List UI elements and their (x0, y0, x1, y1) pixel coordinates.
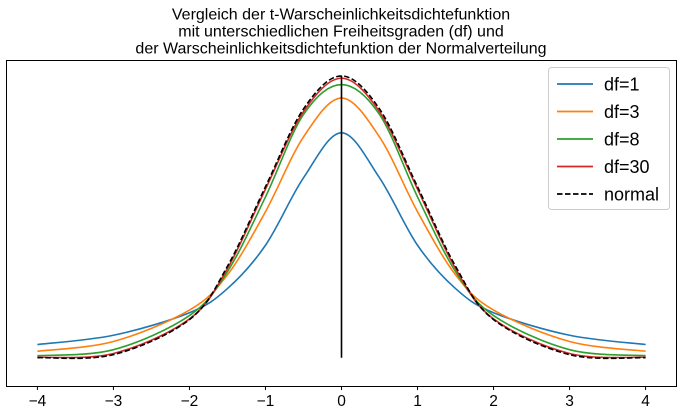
legend: df=1 df=3 df=8 df=30 normal (548, 67, 670, 210)
x-tick-label: −3 (105, 393, 123, 410)
legend-label-df-8: df=8 (604, 130, 640, 150)
x-tick-label: −2 (181, 393, 199, 410)
chart-title-line-2: mit unterschiedlichen Freiheitsgraden (d… (178, 24, 504, 41)
x-axis: −4 −3 −2 −1 0 1 2 3 4 (29, 386, 650, 410)
chart-title-line-3: der Warscheinlichkeitsdichtefunktion der… (135, 41, 546, 58)
legend-label-df-3: df=3 (604, 102, 640, 122)
x-tick-label: −1 (257, 393, 275, 410)
x-tick-label: 1 (413, 393, 422, 410)
legend-items: df=1 df=3 df=8 df=30 normal (557, 75, 659, 205)
legend-box (548, 67, 670, 210)
chart-title: Vergleich der t-Warscheinlichkeitsdichte… (135, 7, 546, 58)
legend-label-normal: normal (604, 185, 659, 205)
x-tick-label: 3 (565, 393, 574, 410)
x-tick-label: −4 (29, 393, 47, 410)
x-tick-label: 0 (337, 393, 346, 410)
legend-label-df-30: df=30 (604, 157, 650, 177)
chart-title-line-1: Vergleich der t-Warscheinlichkeitsdichte… (172, 7, 510, 24)
x-tick-label: 4 (641, 393, 650, 410)
x-tick-label: 2 (489, 393, 498, 410)
legend-label-df-1: df=1 (604, 75, 640, 95)
